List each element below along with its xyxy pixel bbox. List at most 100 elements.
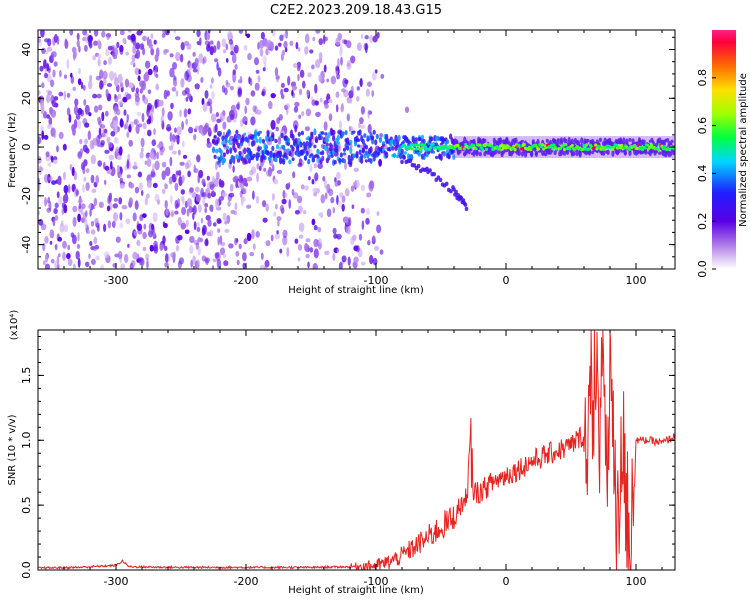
spectrogram-noise-cell: [175, 245, 180, 252]
spectrogram-peak-cell: [663, 145, 667, 149]
spectrogram-band-cell: [266, 150, 270, 156]
spectrogram-noise-cell: [115, 236, 121, 243]
spectrogram-noise-cell: [105, 88, 109, 98]
colorbar-tick-label: 0.2: [696, 212, 709, 230]
spectrogram-noise-cell: [54, 202, 59, 209]
spectrogram-noise-cell: [198, 169, 204, 179]
spectrogram-noise-cell: [404, 106, 410, 114]
spectrogram-noise-cell: [285, 103, 290, 110]
spectrogram-band-cell: [216, 137, 220, 144]
spectrogram-noise-cell: [322, 176, 326, 182]
spectrogram-noise-cell: [51, 180, 57, 186]
spectrogram-noise-cell: [279, 248, 283, 254]
spectrogram-band-cell: [517, 149, 521, 157]
spectrogram-noise-cell: [283, 40, 288, 49]
spectrogram-band-cell: [269, 153, 273, 158]
spectrogram-noise-cell: [63, 204, 68, 214]
spectrogram-noise-cell: [289, 40, 294, 46]
spectrogram-noise-cell: [352, 181, 356, 189]
spectrogram-noise-cell: [70, 75, 75, 84]
spectrogram-noise-cell: [207, 219, 212, 227]
spectrogram-noise-cell: [245, 97, 250, 106]
spectrogram-noise-cell: [141, 93, 145, 103]
spectrogram-peak-cell: [439, 144, 443, 148]
spectrogram-band-cell: [238, 153, 242, 160]
spectrogram-noise-cell: [282, 229, 288, 239]
spectrogram-peak-cell: [561, 144, 565, 148]
spectrogram-noise-cell: [297, 195, 303, 204]
spectrogram-band-cell: [219, 153, 223, 161]
spectrogram-noise-cell: [85, 168, 90, 173]
spectrogram-noise-cell: [53, 102, 59, 108]
spectrogram-noise-cell: [219, 247, 226, 256]
spectrogram-noise-cell: [63, 90, 66, 101]
spectrogram-noise-cell: [209, 104, 213, 114]
spectrogram-noise-cell: [178, 176, 183, 187]
spectrogram-noise-cell: [78, 45, 81, 53]
spectrogram-noise-cell: [157, 199, 160, 205]
spectrogram-noise-cell: [135, 42, 141, 50]
spectrogram-noise-cell: [360, 261, 366, 266]
spectrogram-noise-cell: [46, 114, 51, 119]
spectrogram-noise-cell: [163, 222, 168, 229]
spectrogram-noise-cell: [93, 236, 98, 245]
spectrogram-noise-cell: [273, 211, 277, 217]
spectrogram-noise-cell: [85, 261, 90, 267]
spectrogram-noise-cell: [344, 188, 350, 197]
spectrogram-noise-cell: [341, 255, 347, 263]
spectrogram-band-cell: [372, 129, 376, 135]
spectrogram-noise-cell: [378, 158, 382, 167]
spectrogram-noise-cell: [136, 30, 142, 36]
spectrogram-band-cell: [230, 156, 234, 163]
spectrogram-band-cell: [580, 137, 584, 145]
spectrogram-band-envelope: [656, 136, 660, 158]
spectrogram-noise-cell: [63, 171, 66, 181]
spectrogram-noise-cell: [291, 89, 294, 96]
spectrogram-noise-cell: [98, 127, 102, 136]
spectrogram-noise-cell: [206, 101, 211, 107]
y-tick-label: 0.5: [20, 496, 33, 514]
spectrogram-noise-cell: [114, 126, 118, 135]
spectrogram-noise-cell: [318, 242, 323, 249]
spectrogram-noise-cell: [38, 41, 43, 47]
spectrogram-band-cell: [324, 132, 328, 136]
spectrogram-noise-cell: [187, 108, 192, 115]
spectrogram-noise-cell: [114, 253, 120, 258]
spectrogram-noise-cell: [103, 251, 110, 258]
spectrogram-noise-cell: [229, 85, 234, 91]
spectrogram-noise-cell: [207, 127, 212, 134]
spectrogram-band-cell: [305, 150, 309, 157]
spectrogram-noise-cell: [246, 232, 252, 242]
spectrogram-noise-cell: [130, 60, 136, 66]
spectrogram-band-cell: [235, 154, 239, 160]
spectrogram-noise-cell: [93, 246, 97, 252]
spectrogram-peak-cell: [478, 143, 482, 147]
spectrogram-noise-cell: [75, 113, 81, 120]
spectrogram-noise-cell: [184, 40, 189, 46]
spectrogram-band-envelope: [558, 136, 561, 158]
spectrogram-noise-cell: [103, 77, 107, 86]
spectrogram-noise-cell: [324, 179, 327, 189]
spectrogram-noise-cell: [187, 93, 192, 99]
spectrogram-noise-cell: [292, 171, 296, 179]
spectrogram-noise-cell: [50, 258, 55, 264]
spectrogram-noise-cell: [201, 227, 206, 236]
spectrogram-noise-cell: [83, 176, 87, 182]
spectrogram-peak-cell: [633, 144, 637, 148]
spectrogram-noise-cell: [165, 166, 171, 177]
spectrogram-noise-cell: [244, 105, 247, 115]
spectrogram-peak-cell: [540, 143, 545, 147]
spectrogram-noise-cell: [126, 113, 129, 123]
spectrogram-noise-cell: [61, 208, 65, 216]
spectrogram-noise-cell: [284, 47, 288, 53]
y-tick-label: -20: [20, 187, 33, 205]
spectrogram-noise-cell: [194, 125, 200, 130]
spectrogram-noise-cell: [339, 192, 344, 198]
spectrogram-band-cell: [452, 154, 456, 160]
spectrogram-band-cell: [286, 141, 290, 146]
spectrogram-noise-cell: [348, 125, 352, 132]
spectrogram-band-cell: [628, 150, 632, 157]
spectrogram-noise-cell: [351, 204, 355, 209]
spectrogram-noise-cell: [181, 174, 185, 183]
spectrogram-noise-cell: [227, 193, 232, 202]
